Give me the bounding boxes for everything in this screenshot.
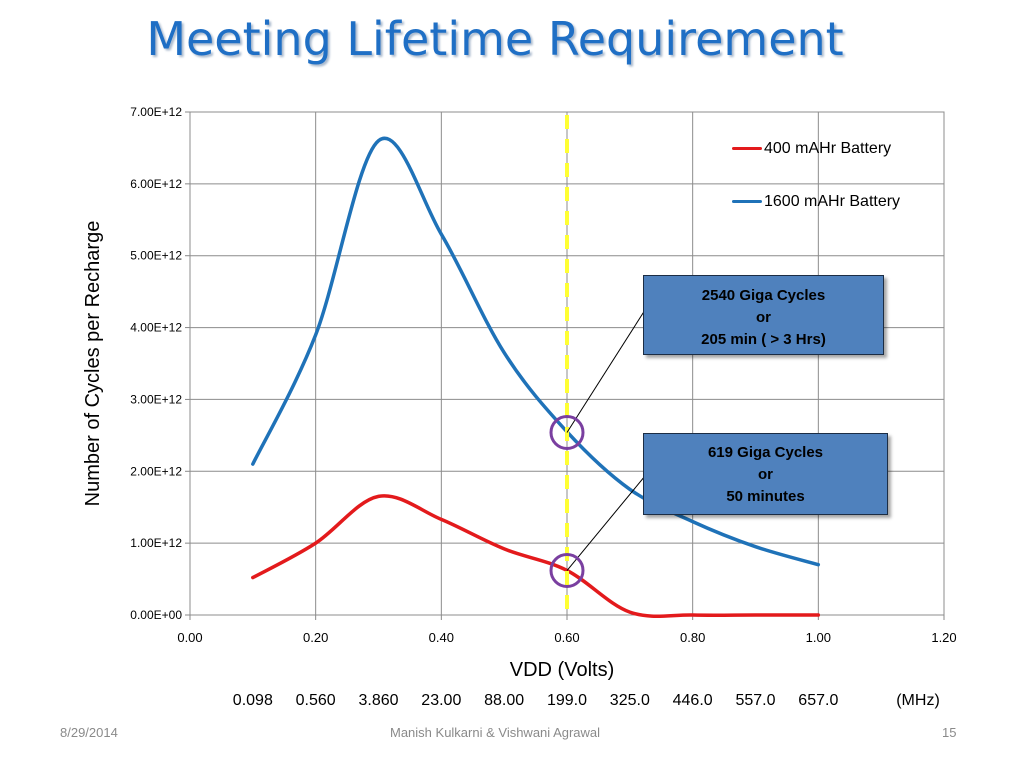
series-line-400mah (251, 494, 821, 618)
frequency-value: 88.00 (484, 692, 525, 709)
y-tick-label: 2.00E+12 (130, 464, 182, 478)
legend-swatch-1600mah (732, 200, 762, 204)
legend-label-1600mah: 1600 mAHr Battery (764, 193, 901, 210)
callout-400mah-line-2: or (758, 466, 773, 483)
callout-1600mah-line-3: 205 min ( > 3 Hrs) (701, 331, 826, 348)
x-tick-label: 0.80 (680, 630, 705, 645)
callout-400mah-line-3: 50 minutes (726, 488, 805, 505)
callout-1600mah-line-2: or (756, 309, 771, 326)
x-tick-label: 1.00 (806, 630, 831, 645)
page-number: 15 (942, 725, 957, 740)
callout-1600mah-line-1: 2540 Giga Cycles (701, 287, 826, 304)
frequency-value: 23.00 (421, 692, 462, 709)
callout-connector (566, 309, 646, 433)
frequency-value: 446.0 (672, 692, 713, 709)
frequency-value: 3.860 (358, 692, 399, 709)
y-axis-title: Number of Cycles per Recharge (82, 221, 104, 507)
x-axis-title: VDD (Volts) (510, 659, 614, 681)
callout-400mah-line-1: 619 Giga Cycles (707, 444, 824, 461)
footer-authors: Manish Kulkarni & Vishwani Agrawal (390, 725, 601, 740)
marker-circle (549, 553, 585, 589)
legend-item-1600mah: 1600 mAHr Battery (732, 193, 900, 211)
frequency-unit: (MHz) (896, 692, 940, 709)
frequency-value: 0.560 (295, 692, 336, 709)
series-line-1600mah (251, 136, 821, 567)
frequency-value: 557.0 (735, 692, 776, 709)
x-tick-label: 0.40 (429, 630, 454, 645)
frequency-row: 0.098 0.560 3.860 23.00 88.00 199.0 325.0 446.0… (0, 692, 1024, 714)
y-tick-label: 5.00E+12 (130, 249, 182, 263)
legend-swatch-400mah (732, 147, 762, 151)
frequency-value: 657.0 (798, 692, 839, 709)
y-tick-label: 0.00E+00 (130, 608, 182, 622)
marker-circle (549, 414, 585, 450)
callout-1600mah: 2540 Giga Cycles or 205 min ( > 3 Hrs) (643, 275, 884, 355)
frequency-value: 0.098 (232, 692, 273, 709)
legend-item-400mah: 400 mAHr Battery (732, 140, 891, 158)
x-tick-label: 1.20 (931, 630, 956, 645)
x-tick-label: 0.00 (177, 630, 202, 645)
callout-connector (566, 475, 646, 571)
frequency-value: 325.0 (609, 692, 650, 709)
slide-title: Meeting Lifetime Requirement (146, 12, 844, 66)
callout-400mah: 619 Giga Cycles or 50 minutes (643, 433, 888, 515)
y-tick-label: 6.00E+12 (130, 177, 182, 191)
x-tick-label: 0.60 (554, 630, 579, 645)
y-tick-label: 4.00E+12 (130, 321, 182, 335)
legend-label-400mah: 400 mAHr Battery (764, 140, 892, 157)
y-tick-label: 1.00E+12 (130, 536, 182, 550)
y-tick-label: 3.00E+12 (130, 392, 182, 406)
frequency-value: 199.0 (546, 692, 588, 709)
x-tick-label: 0.20 (303, 630, 328, 645)
footer-date: 8/29/2014 (60, 725, 118, 740)
y-tick-label: 7.00E+12 (130, 105, 182, 119)
